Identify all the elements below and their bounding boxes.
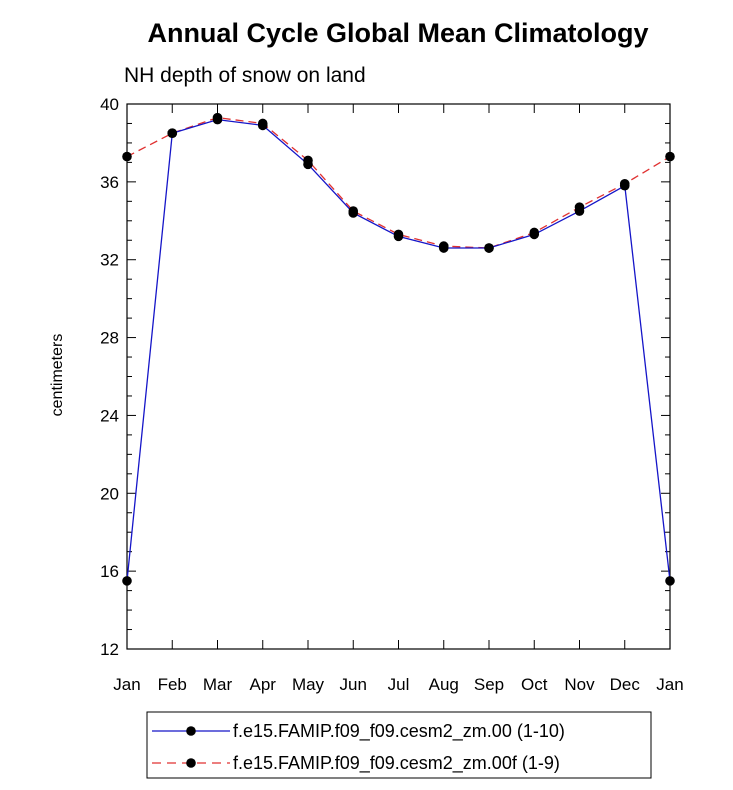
x-tick-label: Jun xyxy=(340,675,367,694)
data-point-series-2 xyxy=(348,206,359,216)
legend-marker-series-2 xyxy=(186,758,196,768)
x-tick-label: Sep xyxy=(474,675,504,694)
data-point-series-1 xyxy=(122,576,132,586)
x-tick-label: Apr xyxy=(250,675,277,694)
series-line-1 xyxy=(126,118,671,581)
y-tick-label: 32 xyxy=(100,251,119,270)
y-axis-label: centimeters xyxy=(49,334,66,417)
chart-title: Annual Cycle Global Mean Climatology xyxy=(147,18,648,48)
data-point-series-2 xyxy=(529,227,540,238)
y-tick-label: 24 xyxy=(100,406,119,425)
legend-entry: f.e15.FAMIP.f09_f09.cesm2_zm.00 (1-10) xyxy=(152,721,565,742)
x-tick-label: Jan xyxy=(113,675,140,694)
x-tick-label: Jan xyxy=(656,675,683,694)
legend-label-series-1: f.e15.FAMIP.f09_f09.cesm2_zm.00 (1-10) xyxy=(233,721,565,742)
data-point-series-2 xyxy=(167,128,178,138)
x-tick-label: Mar xyxy=(203,675,233,694)
data-point-series-2 xyxy=(665,151,675,162)
legend-marker-series-1 xyxy=(186,726,196,736)
y-tick-label: 12 xyxy=(100,640,119,659)
series-lines xyxy=(122,112,675,586)
y-tick-label: 28 xyxy=(100,329,119,348)
series-line-2 xyxy=(126,116,671,249)
axis-ticks xyxy=(126,103,671,650)
data-point-series-2 xyxy=(619,179,630,189)
x-tick-label: Nov xyxy=(564,675,595,694)
legend-label-series-2: f.e15.FAMIP.f09_f09.cesm2_zm.00f (1-9) xyxy=(233,753,560,774)
legend-box xyxy=(146,711,652,779)
y-tick-labels: 12 16 20 24 28 32 36 40 xyxy=(100,95,119,659)
x-tick-labels: Jan Feb Mar Apr May Jun Jul Aug Sep Oct Nov Dec Jan xyxy=(113,675,683,694)
chart-subtitle: NH depth of snow on land xyxy=(124,64,366,87)
data-point-series-2 xyxy=(212,112,223,123)
x-tick-label: Oct xyxy=(521,675,548,694)
plot-frame xyxy=(126,103,671,650)
y-tick-label: 40 xyxy=(100,95,119,114)
legend-entry: f.e15.FAMIP.f09_f09.cesm2_zm.00f (1-9) xyxy=(152,753,560,774)
data-point-series-2 xyxy=(393,229,404,240)
data-point-series-2 xyxy=(438,241,449,251)
x-tick-label: Aug xyxy=(429,675,459,694)
y-tick-label: 20 xyxy=(100,484,119,503)
x-tick-label: Dec xyxy=(610,675,641,694)
x-tick-label: Jul xyxy=(388,675,410,694)
y-tick-label: 36 xyxy=(100,173,119,192)
data-point-series-2 xyxy=(257,118,268,129)
y-tick-label: 16 xyxy=(100,562,119,581)
data-point-series-2 xyxy=(484,243,494,253)
data-point-series-2 xyxy=(303,155,313,166)
data-point-series-2 xyxy=(122,151,132,162)
data-point-series-2 xyxy=(574,202,585,212)
x-tick-label: Feb xyxy=(158,675,187,694)
x-tick-label: May xyxy=(292,675,325,694)
data-point-series-1 xyxy=(665,576,675,586)
